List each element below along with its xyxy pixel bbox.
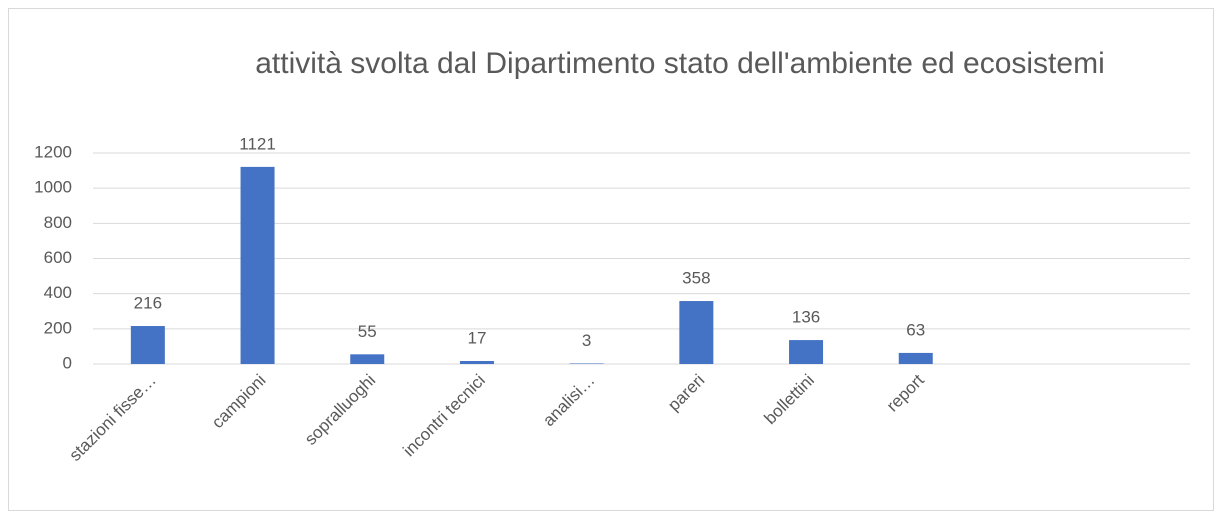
- data-label: 55: [358, 322, 377, 341]
- data-label: 358: [682, 269, 710, 288]
- y-tick-label: 1000: [34, 178, 72, 197]
- y-tick-label: 200: [44, 318, 72, 337]
- bar: [130, 326, 165, 364]
- data-label: 1121: [239, 134, 276, 153]
- y-tick-label: 600: [44, 248, 72, 267]
- bar: [350, 354, 385, 364]
- data-label: 216: [134, 294, 162, 313]
- y-tick-label: 1200: [34, 142, 72, 161]
- y-tick-label: 800: [44, 213, 72, 232]
- chart-border: [8, 8, 1214, 511]
- y-tick-label: 0: [63, 353, 72, 372]
- data-label: 3: [582, 331, 591, 350]
- y-tick-label: 400: [44, 283, 72, 302]
- data-label: 63: [906, 320, 925, 339]
- chart-title: attività svolta dal Dipartimento stato d…: [255, 47, 1105, 80]
- data-label: 17: [467, 328, 486, 347]
- bar: [569, 363, 604, 364]
- bar: [789, 340, 824, 364]
- bar: [459, 361, 494, 364]
- bar: [240, 166, 275, 364]
- bar: [898, 352, 933, 364]
- bar: [679, 301, 714, 364]
- data-label: 136: [792, 308, 820, 327]
